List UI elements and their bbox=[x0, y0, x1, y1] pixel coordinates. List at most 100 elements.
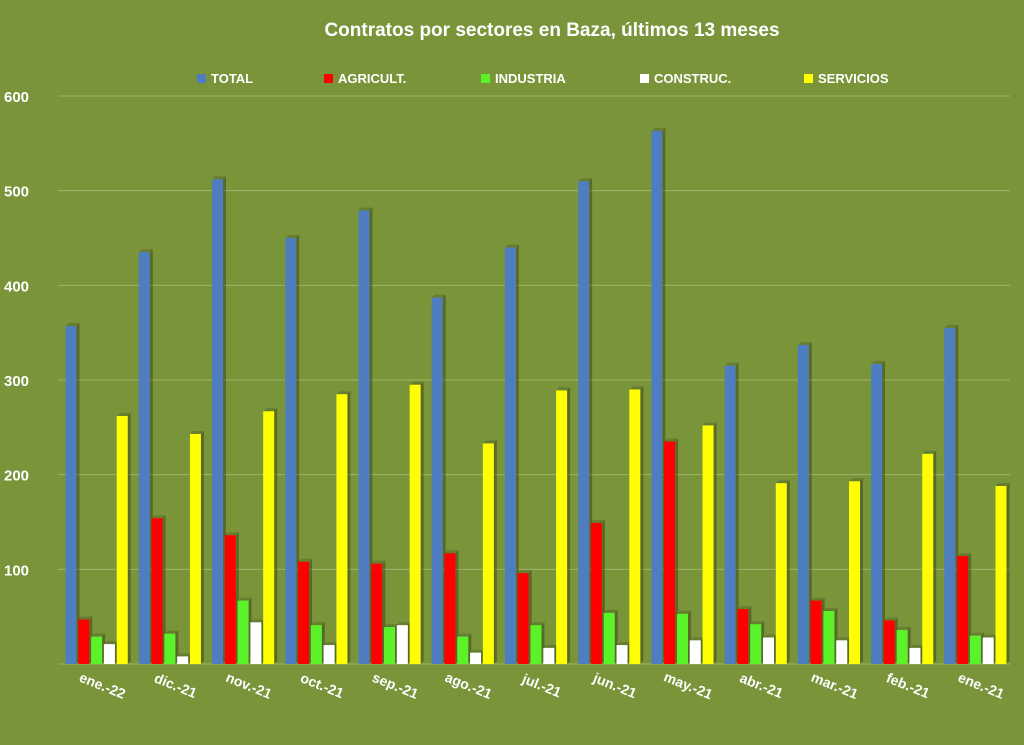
bar-top-agricult bbox=[883, 617, 898, 621]
bar-total bbox=[358, 210, 370, 664]
bar-industria bbox=[91, 636, 103, 664]
bar-top-agricult bbox=[224, 532, 239, 536]
bar-servicios bbox=[629, 389, 641, 664]
bar-construc bbox=[396, 625, 408, 664]
bar-top-construc bbox=[323, 642, 338, 646]
bar-construc bbox=[470, 652, 482, 664]
bar-top-servicios bbox=[263, 408, 278, 412]
bar-total bbox=[504, 247, 516, 664]
legend-swatch-servicios bbox=[804, 74, 813, 83]
bar-top-total bbox=[797, 341, 812, 345]
bar-side-total bbox=[515, 244, 519, 664]
bar-side-servicios bbox=[274, 408, 278, 664]
bar-top-total bbox=[944, 324, 959, 328]
bar-top-industria bbox=[823, 607, 838, 611]
bar-servicios bbox=[336, 394, 348, 664]
bar-top-servicios bbox=[116, 412, 131, 416]
bar-top-servicios bbox=[702, 422, 717, 426]
bar-construc bbox=[836, 640, 848, 664]
bar-total bbox=[285, 238, 297, 664]
bar-side-total bbox=[76, 323, 80, 664]
bar-top-construc bbox=[470, 649, 485, 653]
bar-side-servicios bbox=[127, 412, 131, 664]
bar-total bbox=[944, 327, 956, 664]
bar-top-agricult bbox=[957, 553, 972, 557]
bar-top-industria bbox=[530, 622, 545, 626]
bar-top-industria bbox=[237, 597, 252, 601]
x-tick-label: jun.-21 bbox=[590, 669, 639, 701]
bar-top-servicios bbox=[556, 387, 571, 391]
bar-top-construc bbox=[982, 634, 997, 638]
bar-top-construc bbox=[396, 622, 411, 626]
bar-top-construc bbox=[616, 642, 631, 646]
bar-agricult bbox=[298, 561, 310, 664]
bar-servicios bbox=[556, 390, 568, 664]
bar-top-total bbox=[358, 207, 373, 211]
bar-servicios bbox=[702, 425, 714, 664]
bar-industria bbox=[676, 613, 688, 664]
legend-item-servicios: SERVICIOS bbox=[804, 71, 889, 86]
bar-servicios bbox=[995, 486, 1007, 664]
bar-total bbox=[65, 326, 77, 664]
bar-top-construc bbox=[543, 644, 558, 648]
bar-total bbox=[431, 297, 443, 664]
bar-top-industria bbox=[969, 632, 984, 636]
bar-top-industria bbox=[896, 626, 911, 630]
bar-side-servicios bbox=[200, 430, 204, 664]
bar-top-construc bbox=[836, 637, 851, 641]
bar-total bbox=[138, 252, 150, 664]
bar-servicios bbox=[849, 481, 861, 664]
legend-label-industria: INDUSTRIA bbox=[495, 71, 566, 86]
y-tick-label: 200 bbox=[4, 468, 29, 485]
bar-total bbox=[871, 363, 883, 664]
legend-label-agricult: AGRICULT. bbox=[338, 71, 407, 86]
bar-side-servicios bbox=[347, 391, 351, 664]
bar-top-total bbox=[871, 360, 886, 364]
bar-top-agricult bbox=[78, 616, 93, 620]
bar-top-industria bbox=[91, 633, 106, 637]
bar-agricult bbox=[590, 522, 602, 664]
legend-label-total: TOTAL bbox=[211, 71, 254, 86]
bar-top-total bbox=[724, 362, 739, 366]
bar-agricult bbox=[151, 518, 163, 664]
x-tick-label: oct.-21 bbox=[298, 669, 346, 701]
bar-top-agricult bbox=[151, 515, 166, 519]
bar-total bbox=[211, 179, 223, 664]
bar-servicios bbox=[116, 415, 128, 664]
bar-side-total bbox=[735, 362, 739, 664]
bar-industria bbox=[969, 635, 981, 664]
bar-top-construc bbox=[177, 653, 192, 657]
bar-servicios bbox=[263, 411, 275, 664]
bar-construc bbox=[177, 656, 189, 664]
bar-agricult bbox=[371, 563, 383, 664]
x-tick-label: feb.-21 bbox=[884, 669, 932, 701]
bar-side-total bbox=[296, 235, 300, 664]
y-tick-label: 400 bbox=[4, 278, 29, 295]
x-tick-label: jul.-21 bbox=[519, 670, 564, 700]
bar-side-total bbox=[369, 207, 373, 664]
bar-industria bbox=[530, 625, 542, 664]
bar-top-servicios bbox=[775, 480, 790, 484]
bar-side-servicios bbox=[933, 450, 937, 664]
x-tick-label: may.-21 bbox=[662, 668, 716, 702]
bar-servicios bbox=[775, 483, 787, 664]
bar-construc bbox=[250, 622, 262, 664]
bar-total bbox=[724, 365, 736, 664]
bar-top-construc bbox=[762, 634, 777, 638]
x-tick-label: ene.-22 bbox=[77, 669, 128, 702]
bar-construc bbox=[103, 644, 115, 664]
bar-construc bbox=[616, 645, 628, 664]
legend-item-construc: CONSTRUC. bbox=[640, 71, 731, 86]
legend-swatch-construc bbox=[640, 74, 649, 83]
bar-top-industria bbox=[457, 633, 472, 637]
bar-construc bbox=[323, 645, 335, 664]
bar-top-servicios bbox=[482, 440, 497, 444]
bar-side-servicios bbox=[420, 381, 424, 664]
bar-agricult bbox=[664, 441, 676, 664]
bar-top-construc bbox=[250, 619, 265, 623]
bar-top-servicios bbox=[849, 478, 864, 482]
bar-top-industria bbox=[384, 624, 399, 628]
bar-industria bbox=[896, 629, 908, 664]
y-tick-label: 100 bbox=[4, 562, 29, 579]
bar-agricult bbox=[224, 535, 236, 664]
